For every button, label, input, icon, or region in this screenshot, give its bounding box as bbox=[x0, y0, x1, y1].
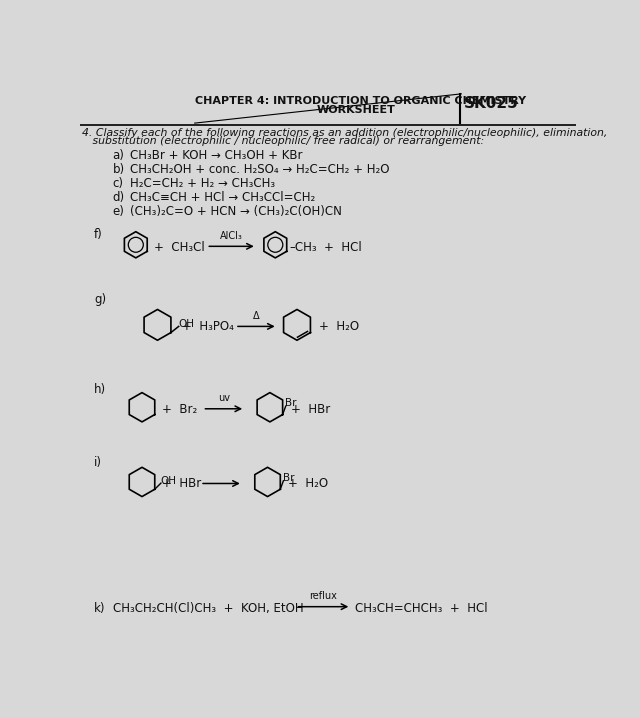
Text: CH₃CH=CHCH₃  +  HCl: CH₃CH=CHCH₃ + HCl bbox=[355, 602, 488, 615]
Text: H₂C=CH₂ + H₂ → CH₃CH₃: H₂C=CH₂ + H₂ → CH₃CH₃ bbox=[131, 177, 275, 190]
Text: +  HBr: + HBr bbox=[162, 477, 202, 490]
Text: d): d) bbox=[113, 191, 125, 204]
Text: AlCl₃: AlCl₃ bbox=[220, 231, 243, 241]
Text: b): b) bbox=[113, 163, 125, 176]
Text: c): c) bbox=[113, 177, 124, 190]
Text: i): i) bbox=[94, 456, 102, 469]
Text: CH₃CH₂OH + conc. H₂SO₄ → H₂C=CH₂ + H₂O: CH₃CH₂OH + conc. H₂SO₄ → H₂C=CH₂ + H₂O bbox=[131, 163, 390, 176]
Text: reflux: reflux bbox=[309, 592, 337, 601]
Text: k): k) bbox=[94, 602, 106, 615]
Text: OH: OH bbox=[160, 476, 176, 486]
Text: CH₃CH₂CH(Cl)CH₃  +  KOH, EtOH: CH₃CH₂CH(Cl)CH₃ + KOH, EtOH bbox=[113, 602, 303, 615]
Text: OH: OH bbox=[178, 320, 194, 330]
Text: Δ: Δ bbox=[253, 311, 260, 321]
Text: +  H₂O: + H₂O bbox=[288, 477, 328, 490]
Text: WORKSHEET: WORKSHEET bbox=[316, 106, 396, 116]
Text: h): h) bbox=[94, 383, 106, 396]
Text: +  CH₃Cl: + CH₃Cl bbox=[154, 241, 205, 254]
Text: f): f) bbox=[94, 228, 102, 241]
Text: +  HBr: + HBr bbox=[291, 403, 330, 416]
Text: uv: uv bbox=[218, 393, 230, 404]
Text: SK025: SK025 bbox=[463, 96, 518, 111]
Text: CH₃C≡CH + HCl → CH₃CCl=CH₂: CH₃C≡CH + HCl → CH₃CCl=CH₂ bbox=[131, 191, 316, 204]
Text: CHAPTER 4: INTRODUCTION TO ORGANIC CHEMISTRY: CHAPTER 4: INTRODUCTION TO ORGANIC CHEMI… bbox=[195, 96, 526, 106]
Text: CH₃Br + KOH → CH₃OH + KBr: CH₃Br + KOH → CH₃OH + KBr bbox=[131, 149, 303, 162]
Text: a): a) bbox=[113, 149, 124, 162]
Text: +  Br₂: + Br₂ bbox=[162, 403, 197, 416]
Text: Br: Br bbox=[285, 398, 296, 409]
Text: +  H₃PO₄: + H₃PO₄ bbox=[182, 320, 234, 333]
Text: –CH₃: –CH₃ bbox=[289, 241, 317, 254]
Text: e): e) bbox=[113, 205, 124, 218]
Text: g): g) bbox=[94, 292, 106, 306]
Text: 4. Classify each of the following reactions as an addition (electrophilic/nucleo: 4. Classify each of the following reacti… bbox=[81, 128, 607, 138]
Text: substitution (electrophilic / nucleophilic/ free radical) or rearrangement:: substitution (electrophilic / nucleophil… bbox=[81, 136, 484, 146]
Text: +  H₂O: + H₂O bbox=[319, 320, 359, 333]
Text: (CH₃)₂C=O + HCN → (CH₃)₂C(OH)CN: (CH₃)₂C=O + HCN → (CH₃)₂C(OH)CN bbox=[131, 205, 342, 218]
Text: Br: Br bbox=[283, 473, 294, 483]
Text: +  HCl: + HCl bbox=[324, 241, 362, 254]
